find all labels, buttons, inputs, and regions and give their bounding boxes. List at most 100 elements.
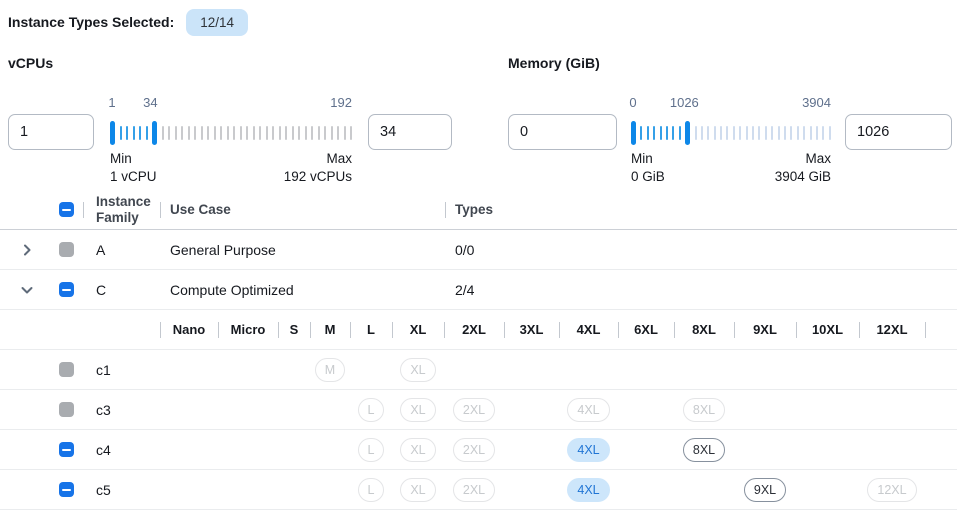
size-column-header: Nano [160,310,218,349]
row-checkbox[interactable] [59,442,74,457]
size-pill-m: M [314,357,346,382]
instance-family-column-header: Instance Family [83,190,160,229]
column-divider [160,201,161,218]
family-name: C [96,281,107,298]
slider-tick [291,126,294,140]
size-cell [278,470,310,509]
column-divider [734,321,735,338]
min-value-label: 1 vCPU [110,169,157,184]
size-pill-9xl[interactable]: 9XL [743,477,787,502]
memory-slider-track[interactable] [631,115,831,151]
size-pill-xl: XL [400,477,436,502]
row-checkbox [59,242,74,257]
size-column-label: 3XL [519,322,544,337]
instance-name-cell: c5 [85,470,160,509]
size-cell [278,390,310,429]
size-column-header: 12XL [859,310,925,349]
column-divider [559,321,560,338]
slider-tick [678,126,681,140]
size-cell: L [350,470,392,509]
size-cell [618,350,674,389]
expand-chevron-icon[interactable] [16,239,38,261]
row-checkbox[interactable] [59,482,74,497]
size-cell: XL [392,430,444,469]
memory-range-slider[interactable]: 0 1026 3904 Min 0 GiB Max 3904 GiB [629,95,831,186]
slider-handle[interactable] [631,121,636,145]
size-pill-2xl: 2XL [452,437,496,462]
slider-tick [200,126,203,140]
slider-tick [672,126,675,140]
memory-min-input[interactable] [508,114,617,150]
max-value-label: 192 vCPUs [283,169,352,184]
size-cell [160,430,218,469]
size-column-label: 6XL [634,322,658,337]
collapse-chevron-icon[interactable] [16,279,38,301]
size-pill-4xl[interactable]: 4XL [567,437,610,462]
size-cell: 4XL [559,430,618,469]
table-body: A General Purpose 0/0 C Compute Optimized 2/4… [0,230,957,510]
size-cell [160,390,218,429]
size-cell: 4XL [559,390,618,429]
slider-tick [828,126,831,140]
size-column-label: 8XL [692,322,716,337]
memory-min-caption: Min 0 GiB [631,150,665,186]
size-column-label: 9XL [753,322,777,337]
slider-tick [783,126,786,140]
column-divider [674,321,675,338]
vcpus-title: vCPUs [8,55,54,71]
slider-handle[interactable] [152,121,157,145]
vcpus-range-slider[interactable]: 1 34 192 Min 1 vCPU Max 192 vCPUs [108,95,352,186]
slider-handle[interactable] [685,121,691,145]
vcpus-max-caption: Max 192 vCPUs [284,150,352,186]
column-divider [445,201,446,218]
memory-filter: Memory (GiB) 0 1026 3904 Min 0 GiB Max 390… [508,55,952,185]
vcpus-filter: vCPUs 1 34 192 Min 1 vCPU Max 192 vCPUs [8,55,452,185]
size-cell: 9XL [734,470,796,509]
slider-tick [646,126,649,140]
slider-tick [809,126,812,140]
vcpus-max-input[interactable] [368,114,452,150]
slider-scale-label: 34 [143,95,158,110]
size-pill-xl: XL [400,357,436,382]
family-name-cell: C [85,270,160,309]
slider-tick [220,126,222,140]
size-pill-8xl[interactable]: 8XL [682,437,726,462]
memory-max-input[interactable] [845,114,952,150]
slider-tick [739,126,742,140]
size-cell [674,350,734,389]
trailing-divider-cell [925,310,945,349]
column-divider [796,321,797,338]
use-case-cell: General Purpose [160,230,445,269]
size-cell: 4XL [559,470,618,509]
column-divider [392,321,393,338]
size-header-row: Nano Micro S M L XL 2XL 3XL 4XL 6XL 8XL 9XL 10XL 12XL [0,310,957,350]
row-checkbox[interactable] [59,282,74,297]
size-column-header: Micro [218,310,278,349]
size-cell [734,430,796,469]
slider-tick [732,126,735,140]
size-cell [160,350,218,389]
vcpus-slider-track[interactable] [110,115,352,151]
size-cell [278,430,310,469]
slider-tick [350,126,352,140]
use-case-header-label: Use Case [170,201,231,217]
size-pill-4xl[interactable]: 4XL [567,477,610,502]
slider-handle[interactable] [110,121,115,145]
slider-tick [298,126,300,140]
size-column-label: 4XL [576,322,601,337]
vcpus-min-input[interactable] [8,114,94,150]
min-label: Min [110,151,132,166]
size-cell [618,430,674,469]
use-case: Compute Optimized [170,281,294,298]
size-column-header: 2XL [444,310,504,349]
size-column-header: 8XL [674,310,734,349]
slider-tick [126,126,128,140]
size-cell [559,350,618,389]
selection-summary: Instance Types Selected: 12/14 [8,6,249,38]
select-all-checkbox[interactable] [59,202,74,217]
slider-tick [694,126,697,140]
family-row: A General Purpose 0/0 [0,230,957,270]
types-count: 2/4 [455,281,475,298]
checkbox-cell [48,430,85,469]
size-cell: M [310,350,350,389]
